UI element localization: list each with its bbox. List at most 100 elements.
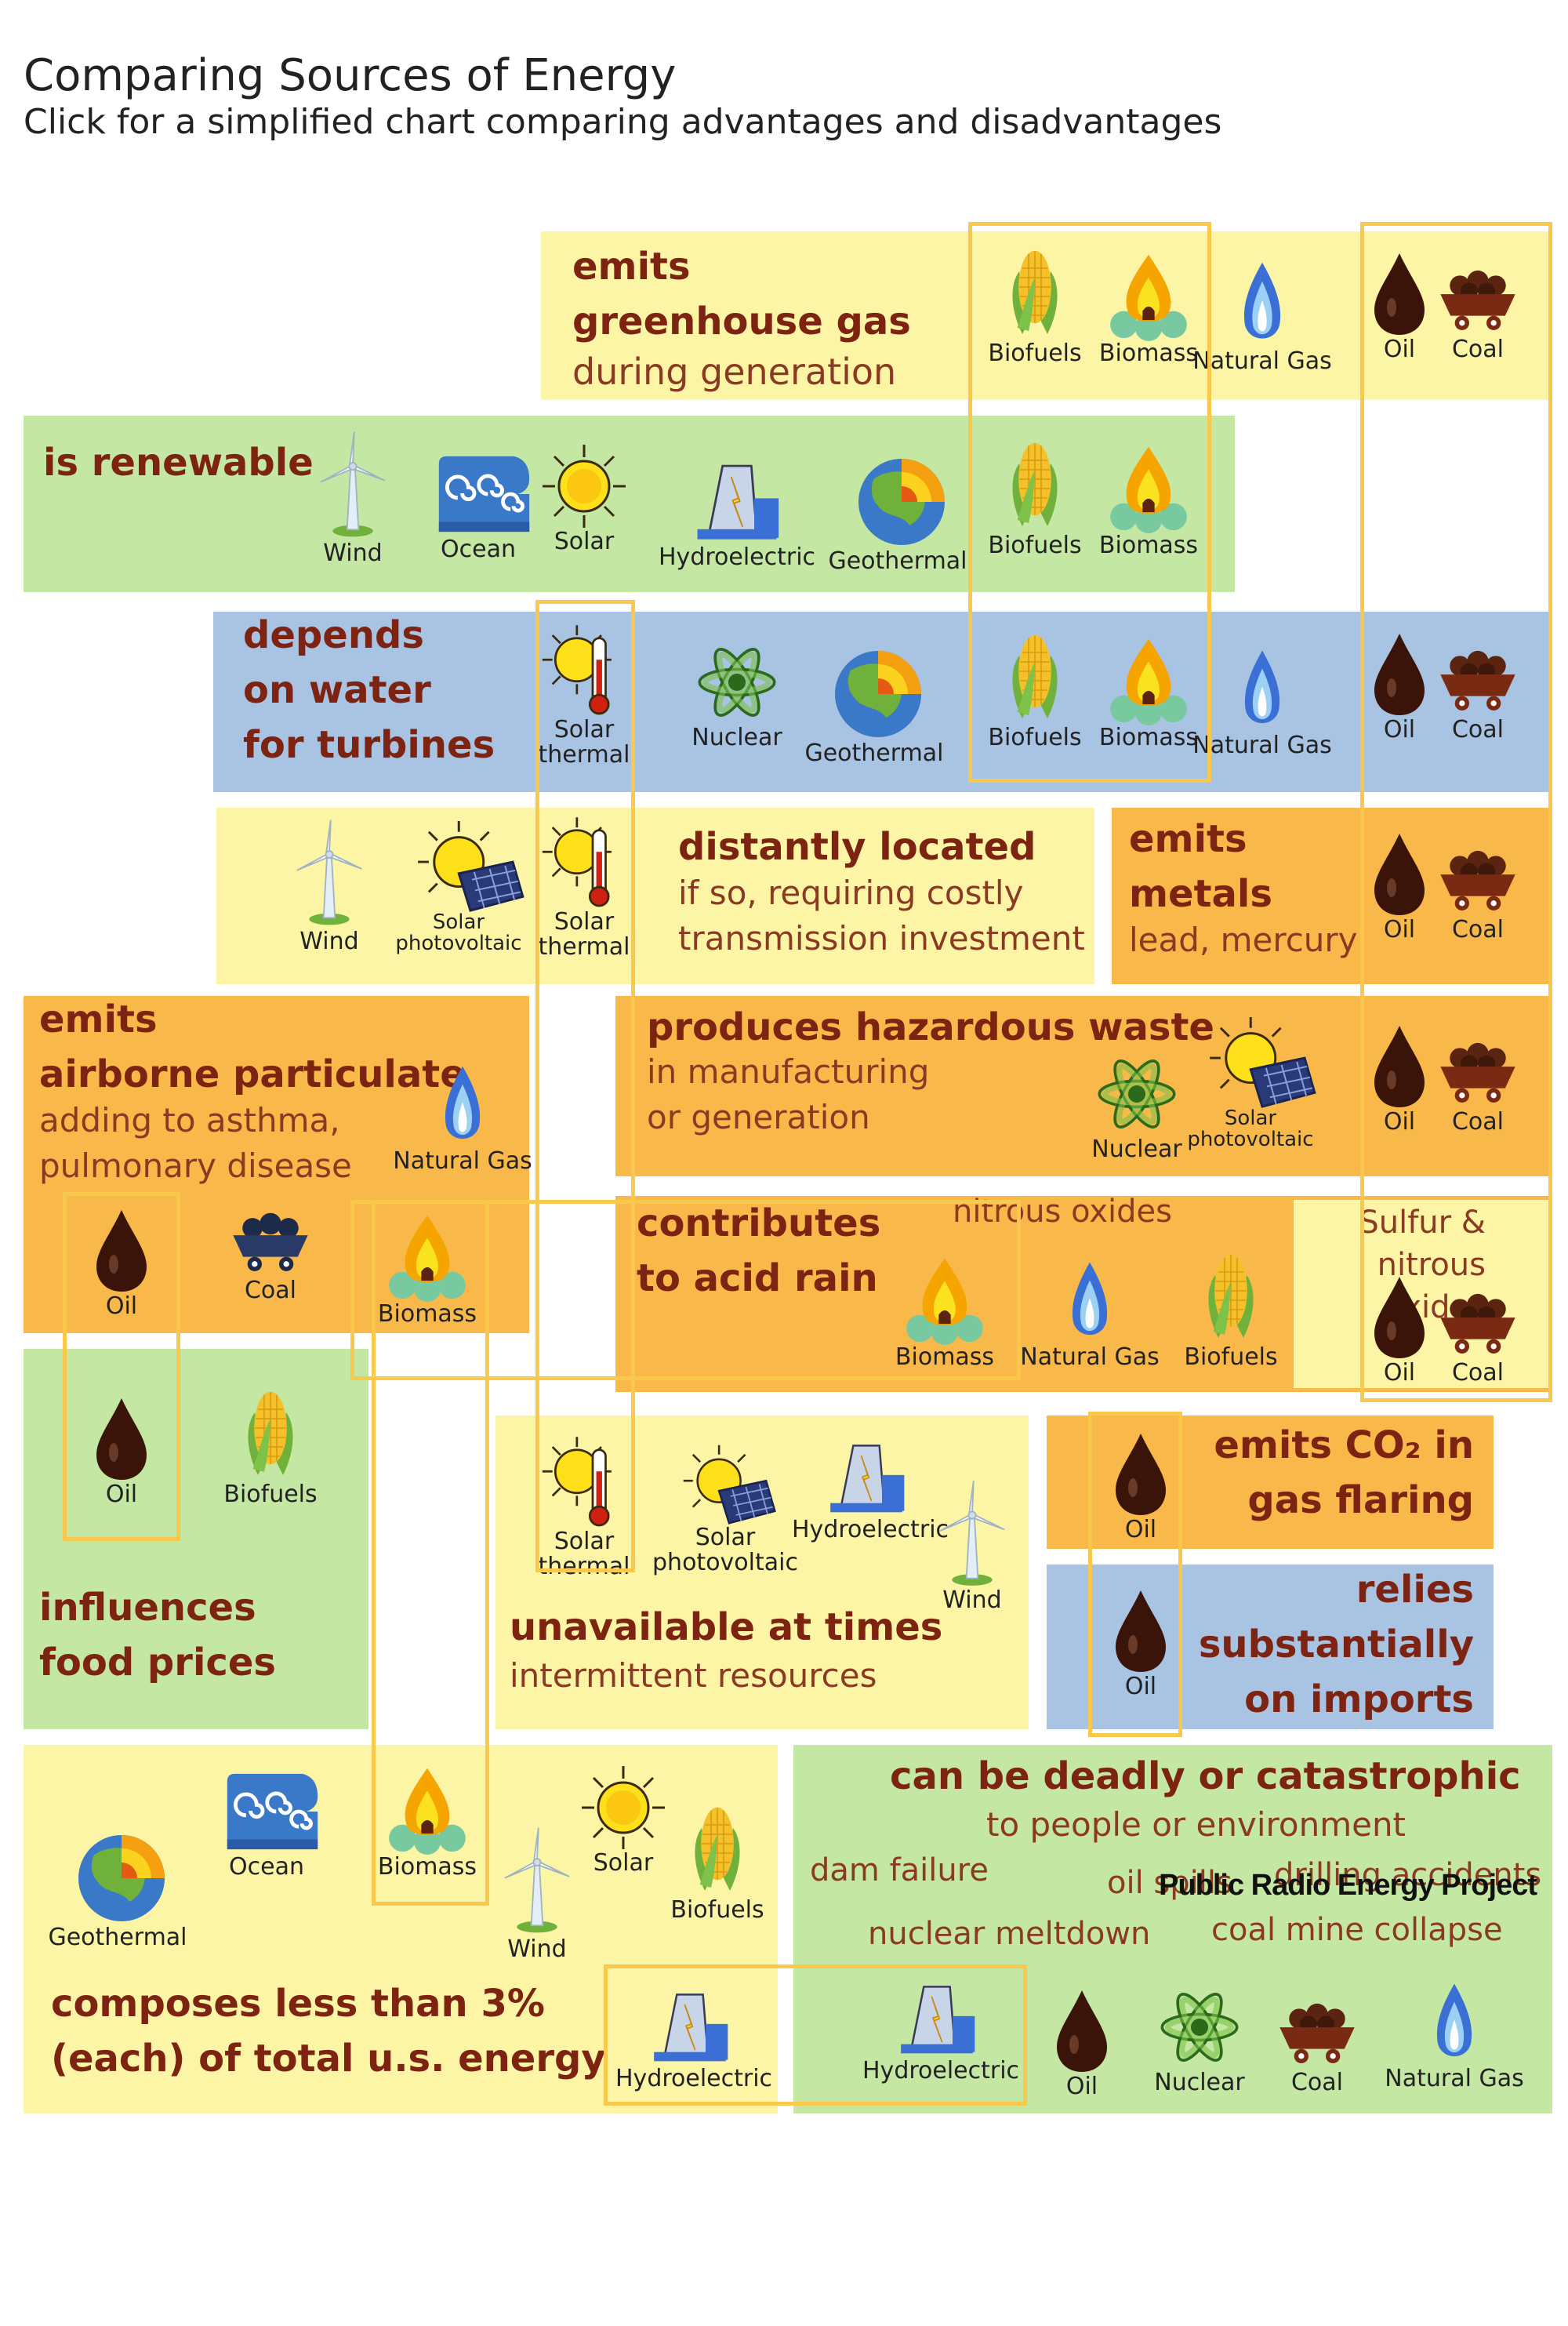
greenhouse-heading: emits greenhouse gas <box>572 245 911 343</box>
oil-icon-wrap[interactable]: Oil <box>1356 631 1443 743</box>
solar-icon-wrap[interactable]: Solar <box>580 1764 666 1876</box>
icon-label: Hydroelectric <box>792 1516 949 1543</box>
icon-label: Biofuels <box>988 724 1082 751</box>
icon-label: Biofuels <box>223 1481 318 1508</box>
gas-icon-wrap[interactable]: Natural Gas <box>393 1063 532 1174</box>
ocean-icon <box>223 1768 321 1855</box>
ocean-icon-wrap[interactable]: Ocean <box>223 1768 310 1880</box>
wind-icon-wrap[interactable]: Wind <box>286 816 372 954</box>
biofuels-icon-wrap[interactable]: Biofuels <box>223 1380 318 1507</box>
coal-icon-wrap[interactable]: Coal <box>1435 263 1521 362</box>
biofuels-icon-wrap[interactable]: Biofuels <box>988 623 1082 750</box>
oil-icon-wrap[interactable]: Oil <box>1356 251 1443 362</box>
coal-icon-wrap[interactable]: Coal <box>1435 1286 1521 1386</box>
wind-icon-wrap[interactable]: Wind <box>494 1823 580 1962</box>
coal-icon-wrap[interactable]: Coal <box>1435 1035 1521 1135</box>
solar-pv-icon-wrap[interactable]: Solar photovoltaic <box>652 1443 798 1575</box>
solar-thermal-icon-wrap[interactable]: Solar thermal <box>539 816 630 959</box>
biofuels-icon-wrap[interactable]: Biofuels <box>670 1796 764 1923</box>
oil-drop-icon <box>90 1208 153 1294</box>
icon-label: Biofuels <box>988 340 1082 367</box>
oil-drop-icon <box>1051 1988 1113 2074</box>
dam-icon <box>690 459 784 545</box>
oil-icon-wrap[interactable]: Oil <box>1356 1274 1443 1386</box>
solar-pv-icon-wrap[interactable]: Solar photovoltaic <box>1187 1016 1294 1151</box>
wind-icon-wrap[interactable]: Wind <box>929 1478 1015 1613</box>
icon-label: Natural Gas <box>1192 347 1332 375</box>
credit-line: Public Radio Energy Project <box>1159 1869 1537 1902</box>
solar-pv-icon-wrap[interactable]: Solar photovoltaic <box>395 820 502 955</box>
biomass-icon-wrap[interactable]: Biomass <box>1099 443 1198 558</box>
coal-icon-wrap[interactable]: Coal <box>227 1204 314 1303</box>
icon-label: Hydroelectric <box>659 543 816 571</box>
page-subtitle-link[interactable]: Click for a simplified chart comparing a… <box>24 102 1222 142</box>
geo-icon-wrap[interactable]: Geothermal <box>48 1831 187 1950</box>
icon-label: Geothermal <box>804 740 944 767</box>
ocean-icon-wrap[interactable]: Ocean <box>435 451 521 562</box>
coal-icon-wrap[interactable]: Coal <box>1435 643 1521 743</box>
waste-sub: in manufacturing or generation <box>647 1052 930 1136</box>
biofuels-icon-wrap[interactable]: Biofuels <box>1184 1243 1278 1370</box>
globe-icon <box>831 647 925 741</box>
icon-label: Ocean <box>441 536 516 563</box>
oil-icon-wrap[interactable]: Oil <box>78 1396 165 1507</box>
icon-label: photovoltaic <box>652 1548 798 1576</box>
gas-icon-wrap[interactable]: Natural Gas <box>1192 647 1332 758</box>
icon-label: Nuclear <box>691 724 782 751</box>
oil-icon-wrap[interactable]: Oil <box>1098 1588 1184 1699</box>
coal-cart-icon <box>1435 843 1521 918</box>
distant-sub: if so, requiring costly transmission inv… <box>678 874 1085 958</box>
biomass-icon-wrap[interactable]: Biomass <box>378 1764 477 1880</box>
biomass-icon-wrap[interactable]: Biomass <box>378 1212 477 1327</box>
icon-label: Biomass <box>1098 724 1199 751</box>
biofuels-icon-wrap[interactable]: Biofuels <box>988 239 1082 366</box>
geo-icon-wrap[interactable]: Geothermal <box>804 647 944 766</box>
hydro-icon-wrap[interactable]: Hydroelectric <box>862 1980 1019 2084</box>
fire-icon <box>902 1255 988 1345</box>
biofuels-icon-wrap[interactable]: Biofuels <box>988 431 1082 558</box>
oil-icon-wrap[interactable]: Oil <box>1356 1023 1443 1135</box>
oil-icon-wrap[interactable]: Oil <box>78 1208 165 1319</box>
gas-icon-wrap[interactable]: Natural Gas <box>1020 1259 1160 1370</box>
biomass-icon-wrap[interactable]: Biomass <box>1099 251 1198 366</box>
icon-label: Geothermal <box>48 1924 187 1951</box>
biomass-icon-wrap[interactable]: Biomass <box>895 1255 994 1370</box>
coal-icon-wrap[interactable]: Coal <box>1274 1996 1360 2095</box>
oil-icon-wrap[interactable]: Oil <box>1098 1431 1184 1543</box>
hydro-icon-wrap[interactable]: Hydroelectric <box>659 459 815 570</box>
solar-thermal-icon-wrap[interactable]: Solar thermal <box>539 623 630 767</box>
nuclear-icon-wrap[interactable]: Nuclear <box>1091 1051 1182 1162</box>
solar-icon-wrap[interactable]: Solar <box>541 443 627 554</box>
nuclear-icon-wrap[interactable]: Nuclear <box>1154 1984 1245 2095</box>
coal-icon-wrap[interactable]: Coal <box>1435 843 1521 943</box>
page-title: Comparing Sources of Energy <box>24 50 677 101</box>
icon-label: Nuclear <box>1154 2069 1245 2096</box>
oil-icon-wrap[interactable]: Oil <box>1039 1988 1125 2099</box>
hydro-icon-wrap[interactable]: Hydroelectric <box>615 1988 772 2092</box>
particulate-heading: emits airborne particulate <box>39 998 466 1096</box>
deadly-coal: coal mine collapse <box>1211 1912 1503 1948</box>
icon-label: Oil <box>1383 1108 1416 1136</box>
wind-icon-wrap[interactable]: Wind <box>310 427 396 566</box>
icon-label: photovoltaic <box>395 932 522 956</box>
icon-label: Natural Gas <box>1020 1343 1160 1371</box>
hydro-icon-wrap[interactable]: Hydroelectric <box>792 1439 949 1543</box>
wind-icon <box>929 1478 1015 1588</box>
icon-label: Wind <box>323 540 383 567</box>
corn-icon <box>1200 1243 1262 1345</box>
nuclear-icon-wrap[interactable]: Nuclear <box>691 639 782 750</box>
icon-label: Solar <box>1224 1107 1277 1130</box>
icon-label: Coal <box>1451 716 1504 743</box>
panel-small <box>24 1745 778 2113</box>
icon-label: Wind <box>507 1935 567 1963</box>
oil-icon-wrap[interactable]: Oil <box>1356 831 1443 943</box>
icon-label: Biomass <box>895 1343 995 1371</box>
icon-label: Solar <box>554 908 615 936</box>
biomass-icon-wrap[interactable]: Biomass <box>1099 635 1198 750</box>
solar-thermal-icon-wrap[interactable]: Solar thermal <box>539 1435 630 1579</box>
gas-icon-wrap[interactable]: Natural Gas <box>1385 1980 1524 2092</box>
wind-icon <box>494 1823 580 1937</box>
icon-label: Wind <box>299 928 359 955</box>
gas-icon-wrap[interactable]: Natural Gas <box>1192 259 1332 374</box>
geo-icon-wrap[interactable]: Geothermal <box>828 455 967 574</box>
